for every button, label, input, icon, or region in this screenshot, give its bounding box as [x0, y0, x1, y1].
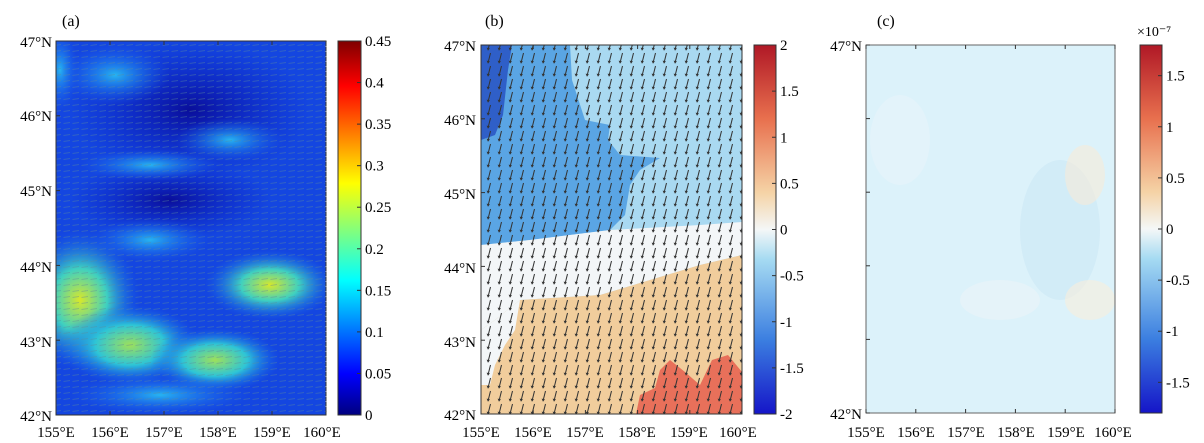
panel-c-y-tick-labels: 47°N 42°N	[830, 39, 862, 423]
panel-a-x-tick-labels: 155°E 156°E 157°E 158°E 159°E 160°E	[37, 425, 341, 441]
colorbar-tick-label: -1.5	[1166, 375, 1190, 391]
colorbar-tick-label: -0.5	[1166, 273, 1190, 289]
y-tick-label: 42°N	[830, 407, 862, 423]
colorbar-scale-label: ×10⁻⁷	[1137, 25, 1171, 40]
y-tick-label: 46°N	[20, 109, 52, 125]
colorbar-tick-label: 0.15	[365, 283, 391, 299]
x-tick-label: 158°E	[997, 425, 1035, 441]
x-tick-label: 158°E	[199, 425, 237, 441]
panel-c-map	[866, 45, 1115, 413]
panel-a-map	[56, 41, 326, 415]
x-tick-label: 159°E	[253, 425, 291, 441]
y-tick-label: 47°N	[20, 35, 52, 51]
y-tick-label: 47°N	[830, 39, 862, 55]
panel-b-map	[481, 45, 742, 414]
panel-a-colorbar: 0.45 0.4 0.35 0.3 0.25 0.2 0.15 0.1 0.05 0	[337, 34, 391, 424]
x-tick-label: 156°E	[91, 425, 129, 441]
colorbar-tick-label: 1.5	[1166, 69, 1185, 85]
colorbar-tick-label: 0.1	[365, 325, 384, 341]
x-tick-label: 157°E	[566, 425, 604, 441]
y-tick-label: 45°N	[444, 187, 476, 203]
panel-c-frame	[865, 44, 1116, 414]
colorbar-tick-label: 1	[1166, 120, 1174, 136]
panel-c: (c) 47°N 42°N 155°E 156°E 157°E 158°E 15…	[830, 13, 1190, 441]
colorbar-tick-label: 2	[780, 38, 788, 54]
panel-c-colorbar: ×10⁻⁷ 1.5 1 0.5 0 -0.5 -1 -1.5	[1137, 25, 1190, 414]
colorbar-tick-label: 0	[780, 223, 788, 239]
y-tick-label: 43°N	[20, 335, 52, 351]
x-tick-label: 157°E	[145, 425, 183, 441]
x-tick-label: 155°E	[847, 425, 885, 441]
colorbar-tick-label: 0.5	[1166, 171, 1185, 187]
x-tick-label: 159°E	[1047, 425, 1085, 441]
colorbar-tick-label: 0	[1166, 222, 1174, 238]
panel-b-colorbar: 2 1.5 1 0.5 0 -0.5 -1 -1.5 -2	[753, 38, 804, 423]
colorbar-tick-label: 1.5	[780, 84, 799, 100]
panel-c-x-tick-labels: 155°E 156°E 157°E 158°E 159°E 160°E	[847, 425, 1132, 441]
y-tick-label: 45°N	[20, 184, 52, 200]
colorbar-tick-label: -2	[780, 407, 793, 423]
panel-a-y-tick-labels: 47°N 46°N 45°N 44°N 43°N 42°N	[20, 35, 52, 425]
x-tick-label: 159°E	[670, 425, 708, 441]
colorbar-tick-label: 0.35	[365, 117, 391, 133]
panel-b-x-tick-labels: 155°E 156°E 157°E 158°E 159°E 160°E	[462, 425, 757, 441]
x-tick-label: 160°E	[303, 425, 341, 441]
y-tick-label: 42°N	[444, 408, 476, 424]
colorbar-tick-label: 0.2	[365, 242, 384, 258]
colorbar-tick-label: -1.5	[780, 361, 804, 377]
colorbar-tick-label: 0.25	[365, 200, 391, 216]
colorbar-tick-label: 0.3	[365, 159, 384, 175]
colorbar-tick-label: 0.45	[365, 34, 391, 50]
y-tick-label: 42°N	[20, 409, 52, 425]
panel-a: (a) 47°N 46°N 45°N 44°N 43°N 42°N	[20, 13, 391, 441]
panel-b-label: (b)	[485, 13, 504, 30]
colorbar-tick-label: 0	[365, 408, 373, 424]
colorbar-tick-label: -1	[780, 315, 793, 331]
y-tick-label: 47°N	[444, 39, 476, 55]
y-tick-label: 43°N	[444, 335, 476, 351]
colorbar-tick-label: 0.5	[780, 176, 799, 192]
colorbar-tick-label: -0.5	[780, 269, 804, 285]
panel-b: (b) 47°N 46°N 45°N 44°N 43°N 42°N 155°E …	[444, 13, 804, 441]
colorbar-tick-label: 1	[780, 130, 788, 146]
x-tick-label: 157°E	[947, 425, 985, 441]
colorbar-tick-label: 0.05	[365, 366, 391, 382]
x-tick-label: 160°E	[719, 425, 757, 441]
panel-a-label: (a)	[62, 13, 80, 30]
colorbar-tick-label: -1	[1166, 324, 1179, 340]
panel-a-frame	[55, 40, 327, 416]
y-tick-label: 46°N	[444, 113, 476, 129]
x-tick-label: 158°E	[618, 425, 656, 441]
x-tick-label: 155°E	[37, 425, 75, 441]
panel-c-label: (c)	[877, 13, 895, 30]
x-tick-label: 160°E	[1094, 425, 1132, 441]
x-tick-label: 156°E	[514, 425, 552, 441]
x-tick-label: 155°E	[462, 425, 500, 441]
panel-b-frame	[480, 44, 743, 415]
panel-b-y-tick-labels: 47°N 46°N 45°N 44°N 43°N 42°N	[444, 39, 476, 424]
x-tick-label: 156°E	[897, 425, 935, 441]
y-tick-label: 44°N	[20, 260, 52, 276]
y-tick-label: 44°N	[444, 261, 476, 277]
colorbar-tick-label: 0.4	[365, 76, 384, 92]
